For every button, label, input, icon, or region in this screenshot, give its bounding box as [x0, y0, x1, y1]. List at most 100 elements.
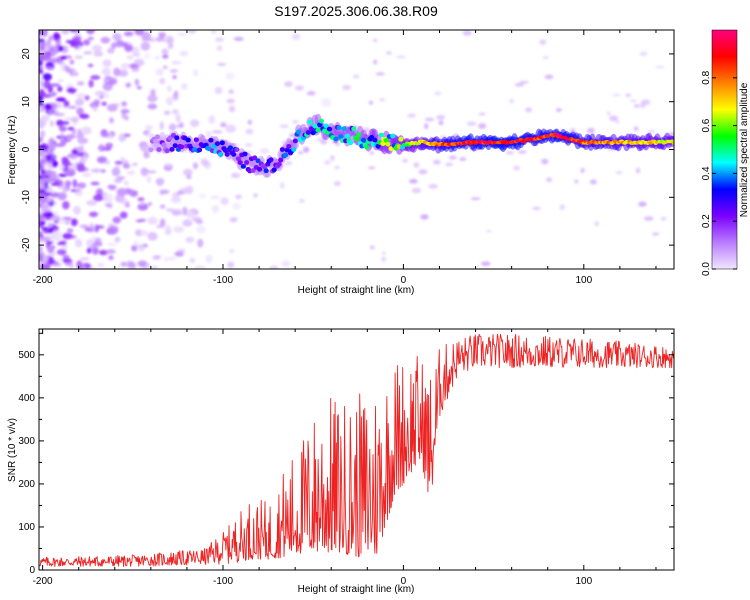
ridge-cell — [169, 146, 175, 152]
chart-title: S197.2025.306.06.38.R09 — [274, 3, 438, 19]
noise-speckle — [88, 79, 94, 88]
noise-speckle — [299, 199, 305, 204]
noise-speckle — [217, 62, 227, 66]
noise-speckle — [165, 35, 174, 44]
ridge-cell — [284, 147, 290, 153]
noise-speckle — [45, 66, 55, 70]
ridge-cell — [242, 151, 248, 157]
noise-speckle — [71, 149, 78, 155]
spectrogram-xtick-label: -100 — [213, 275, 233, 286]
noise-speckle — [162, 65, 168, 70]
noise-speckle — [56, 249, 67, 256]
ridge-cell — [364, 144, 370, 150]
noise-speckle — [122, 42, 129, 48]
noise-speckle — [48, 35, 54, 42]
noise-speckle — [110, 42, 117, 49]
noise-speckle — [438, 120, 444, 126]
ridge-cell — [279, 147, 285, 152]
noise-speckle — [125, 82, 132, 88]
noise-speckle — [90, 181, 100, 186]
noise-speckle — [86, 30, 95, 35]
noise-speckle — [279, 124, 289, 128]
noise-speckle — [171, 108, 179, 115]
noise-speckle — [57, 165, 66, 171]
noise-speckle — [334, 166, 340, 169]
noise-speckle — [69, 30, 80, 33]
noise-speckle — [145, 132, 151, 138]
noise-speckle — [118, 69, 129, 77]
noise-speckle — [379, 98, 386, 102]
noise-speckle — [295, 85, 304, 91]
noise-speckle — [59, 125, 67, 132]
noise-speckle — [132, 53, 141, 57]
noise-speckle — [82, 172, 92, 177]
noise-speckle — [74, 55, 84, 60]
noise-speckle — [81, 126, 92, 135]
noise-speckle — [103, 77, 109, 84]
noise-speckle — [211, 130, 223, 134]
noise-speckle — [478, 112, 486, 116]
noise-speckle — [216, 45, 223, 52]
noise-speckle — [116, 176, 125, 181]
snr-xtick-label: -200 — [33, 576, 53, 587]
noise-speckle — [368, 166, 376, 170]
noise-speckle — [42, 80, 51, 89]
noise-speckle — [90, 168, 102, 173]
noise-speckle — [321, 98, 332, 108]
noise-speckle — [231, 172, 241, 178]
noise-speckle — [235, 194, 242, 200]
noise-speckle — [517, 150, 527, 154]
noise-speckle — [54, 179, 64, 187]
ridge-cell — [255, 158, 261, 164]
noise-speckle — [139, 200, 144, 206]
noise-speckle — [47, 245, 55, 254]
noise-speckle — [84, 95, 90, 101]
noise-speckle — [100, 132, 110, 138]
noise-speckle — [183, 168, 193, 176]
ridge-cell — [307, 119, 313, 125]
noise-speckle — [638, 201, 647, 207]
noise-speckle — [132, 162, 138, 167]
noise-speckle — [123, 31, 134, 37]
noise-speckle — [303, 146, 310, 153]
noise-speckle — [155, 255, 162, 260]
noise-speckle — [163, 110, 171, 116]
noise-speckle — [170, 196, 182, 203]
snr-xtick-label: 100 — [575, 576, 592, 587]
ridge-cell — [218, 152, 224, 157]
noise-speckle — [146, 170, 157, 174]
ridge-cell — [235, 156, 242, 162]
noise-speckle — [225, 124, 237, 133]
snr-ytick-label: 0 — [29, 565, 35, 576]
noise-speckle — [167, 41, 174, 50]
noise-speckle — [57, 86, 63, 92]
noise-speckle — [70, 218, 78, 227]
noise-speckle — [107, 184, 115, 189]
noise-speckle — [229, 249, 234, 253]
ridge-cell — [250, 168, 256, 173]
noise-speckle — [165, 208, 175, 212]
noise-speckle — [47, 240, 54, 245]
ridge-cell — [271, 167, 277, 173]
noise-speckle — [39, 59, 43, 67]
ridge-cell — [153, 138, 159, 144]
noise-speckle — [69, 59, 75, 65]
noise-speckle — [41, 204, 49, 212]
ridge-cell — [244, 160, 250, 165]
noise-speckle — [101, 67, 111, 76]
noise-speckle — [111, 167, 121, 177]
noise-speckle — [541, 158, 549, 165]
noise-speckle — [93, 50, 104, 57]
spectrogram-xtick-label: 100 — [575, 275, 592, 286]
noise-speckle — [39, 38, 45, 42]
noise-speckle — [76, 260, 83, 269]
noise-speckle — [587, 127, 595, 134]
ridge-cell — [148, 147, 154, 153]
snr-ytick-label: 400 — [18, 393, 35, 404]
noise-speckle — [137, 260, 148, 268]
noise-speckle — [91, 45, 103, 52]
noise-speckle — [368, 100, 374, 105]
noise-speckle — [625, 93, 631, 97]
ridge-cell — [208, 137, 214, 143]
noise-speckle — [86, 200, 97, 206]
